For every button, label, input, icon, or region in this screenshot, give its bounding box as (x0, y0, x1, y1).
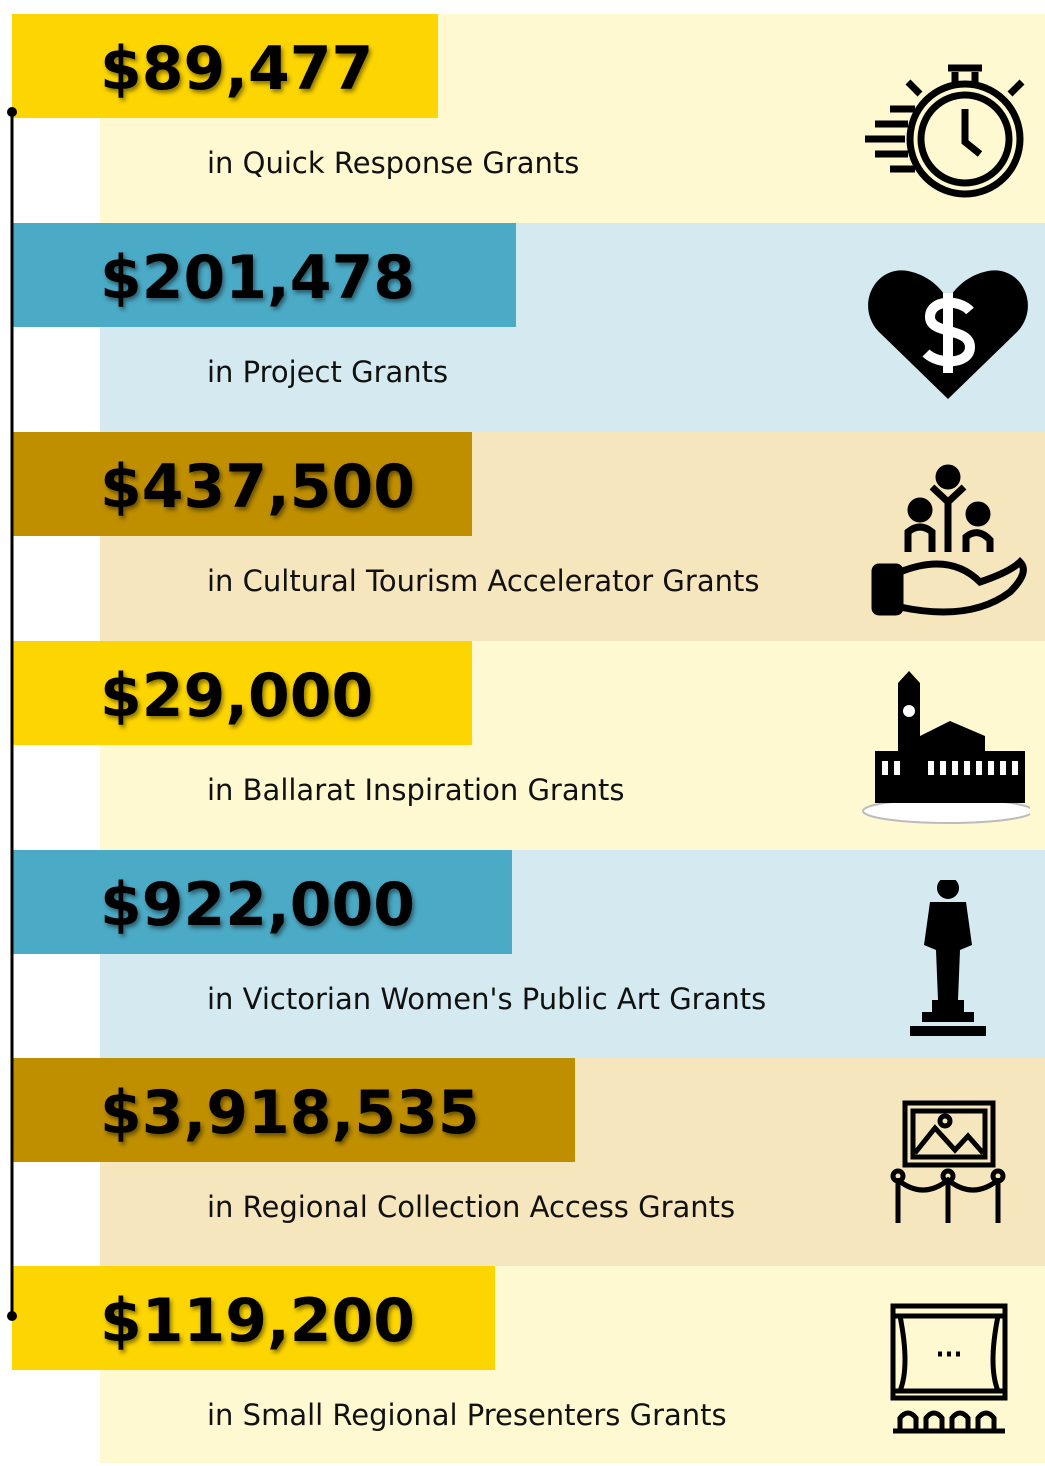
grant-label: in Cultural Tourism Accelerator Grants (207, 564, 759, 598)
amount: $29,000 (100, 661, 373, 731)
grant-label: in Regional Collection Access Grants (207, 1190, 735, 1224)
grant-label: in Ballarat Inspiration Grants (207, 773, 624, 807)
amount: $437,500 (100, 452, 415, 522)
stopwatch-icon (860, 44, 1030, 214)
grant-row: $437,500 in Cultural Tourism Accelerator… (0, 432, 1045, 641)
amount: $89,477 (100, 34, 373, 104)
theatre-icon (860, 1296, 1030, 1466)
grant-row: $201,478 in Project Grants (0, 223, 1045, 432)
grant-row: $29,000 in Ballarat Inspiration Grants (0, 641, 1045, 850)
gallery-icon (860, 1088, 1030, 1258)
community-icon (860, 462, 1030, 632)
infographic: $89,477 in Quick Response Grants $201,47… (0, 0, 1045, 1463)
amount: $119,200 (100, 1286, 415, 1356)
grant-row: $89,477 in Quick Response Grants (0, 14, 1045, 223)
amount: $201,478 (100, 243, 415, 313)
building-icon (860, 671, 1030, 841)
heart-icon (860, 253, 1030, 423)
grant-label: in Victorian Women's Public Art Grants (207, 982, 766, 1016)
grant-label: in Project Grants (207, 355, 448, 389)
timeline-rail (0, 0, 30, 1463)
grant-label: in Quick Response Grants (207, 146, 579, 180)
amount: $3,918,535 (100, 1078, 480, 1148)
grant-row: $922,000 in Victorian Women's Public Art… (0, 850, 1045, 1059)
grant-row: $119,200 in Small Regional Presenters Gr… (0, 1266, 1045, 1463)
amount: $922,000 (100, 870, 415, 940)
grant-row: $3,918,535 in Regional Collection Access… (0, 1058, 1045, 1267)
statue-icon (860, 880, 1030, 1050)
grant-label: in Small Regional Presenters Grants (207, 1398, 727, 1432)
